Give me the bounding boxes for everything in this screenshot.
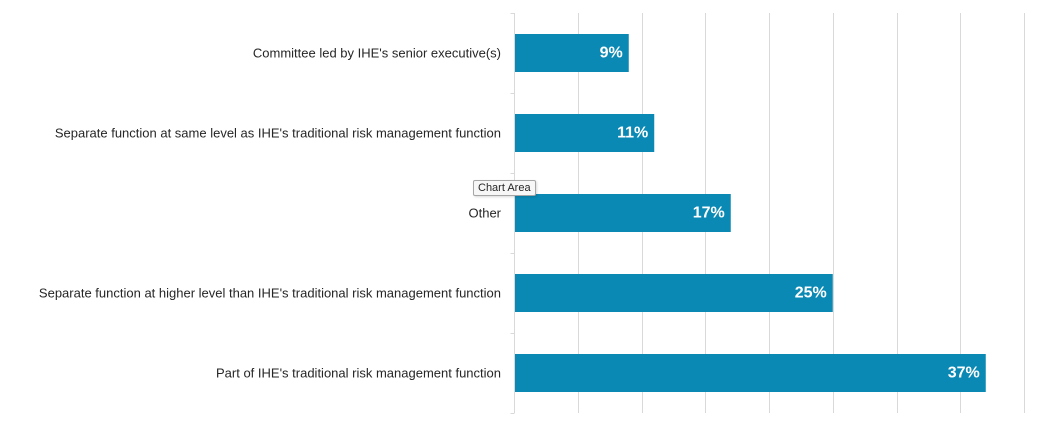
bar: [515, 274, 833, 312]
data-label: 37%: [948, 365, 980, 382]
data-label: 11%: [617, 125, 648, 142]
labels: 9% Committee led by IHE's senior executiv…: [39, 45, 980, 382]
category-axis: [510, 13, 515, 414]
bar-series: [515, 34, 986, 392]
data-label: 9%: [600, 45, 623, 62]
bar: [515, 114, 655, 152]
bar: [515, 354, 986, 392]
chart-area-tooltip: Chart Area: [473, 180, 536, 196]
category-label: Separate function at higher level than I…: [39, 286, 501, 301]
category-label: Committee led by IHE's senior executive(…: [253, 46, 501, 61]
category-label: Other: [468, 206, 501, 221]
category-label: Separate function at same level as IHE's…: [55, 126, 501, 141]
bar: [515, 34, 629, 72]
data-label: 17%: [693, 205, 725, 222]
data-label: 25%: [795, 285, 827, 302]
category-label: Part of IHE's traditional risk managemen…: [216, 366, 501, 381]
bar: [515, 194, 731, 232]
